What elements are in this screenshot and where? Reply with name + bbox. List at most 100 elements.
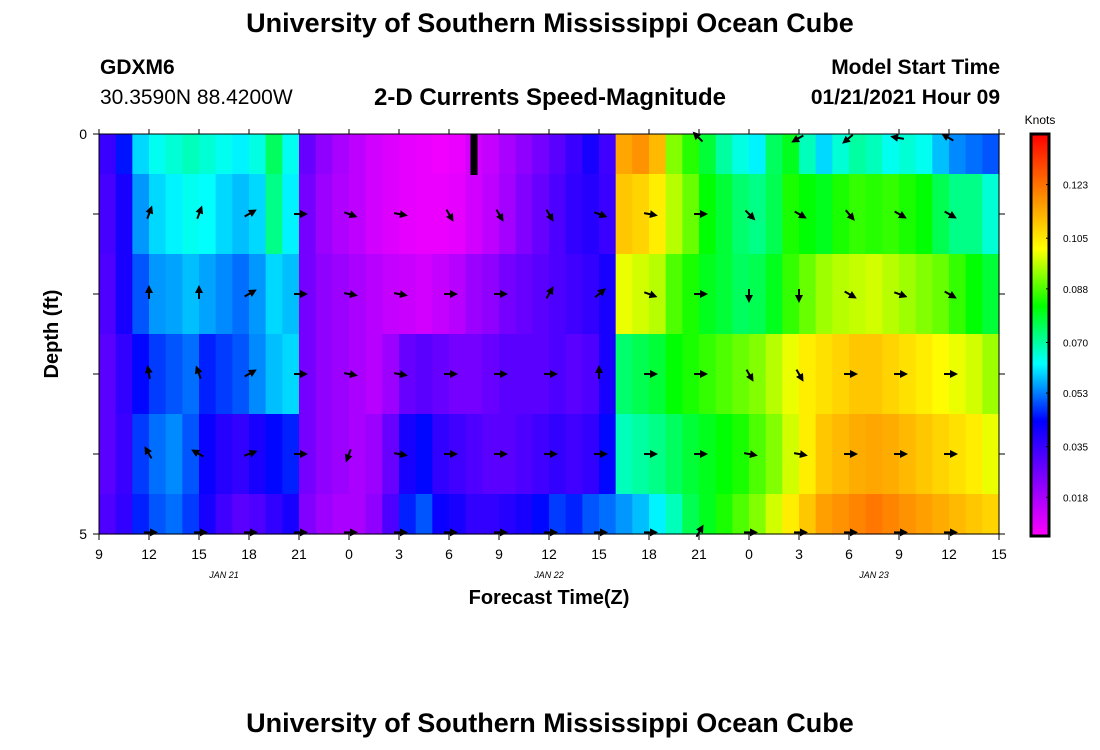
heatmap-cell (799, 494, 817, 535)
heatmap-cell (532, 134, 550, 175)
heatmap-cell (665, 254, 683, 335)
heatmap-cell (865, 254, 883, 335)
heatmap-cell (315, 134, 333, 175)
heatmap-cell (115, 174, 133, 255)
heatmap-cell (432, 414, 450, 495)
heatmap-cell (615, 174, 633, 255)
heatmap-cell (882, 134, 900, 175)
current-vector-arrow (593, 210, 608, 219)
x-tick-label: 21 (291, 546, 307, 562)
current-vector-arrow (845, 209, 855, 221)
x-axis-label: Forecast Time(Z) (469, 587, 630, 609)
x-tick-label: 12 (141, 546, 157, 562)
heatmap-cell (482, 254, 500, 335)
current-vector-arrow (144, 446, 153, 459)
heatmap-cell (232, 254, 250, 335)
heatmap-cell (632, 134, 650, 175)
heatmap-cell (749, 134, 767, 175)
y-axis: 0 5 Depth (ft) (41, 126, 1005, 542)
heatmap-cell (249, 134, 267, 175)
current-vector-arrow (692, 131, 704, 143)
current-vector-arrow (244, 369, 257, 378)
heatmap-cell (482, 334, 500, 415)
heatmap-cell (899, 254, 917, 335)
heatmap-cell (532, 174, 550, 255)
heatmap-cell (149, 174, 167, 255)
heatmap-cell (949, 134, 967, 175)
current-vector-arrow (744, 209, 756, 221)
current-vector-arrow (844, 290, 857, 299)
heatmap-cell (532, 414, 550, 495)
station-id: GDXM6 (100, 56, 175, 79)
heatmap-cell (215, 254, 233, 335)
heatmap-cell (782, 174, 800, 255)
heatmap-cell (632, 414, 650, 495)
current-vector-arrow (343, 210, 358, 219)
heatmap-cell (232, 494, 250, 535)
station-coordinates: 30.3590N 88.4200W (100, 86, 293, 109)
y-tick-label: 0 (79, 126, 87, 142)
heatmap-cell (132, 414, 150, 495)
heatmap-cell (199, 254, 217, 335)
heatmap-cell (765, 254, 783, 335)
missing-data-marker (470, 134, 478, 175)
current-vector-arrow (343, 370, 358, 379)
heatmap-cell (515, 134, 533, 175)
heatmap-cell (515, 334, 533, 415)
heatmap-cell (832, 254, 850, 335)
heatmap-cell (799, 174, 817, 255)
heatmap-cell (349, 414, 367, 495)
heatmap-cell (915, 134, 933, 175)
heatmap-cell (282, 254, 300, 335)
heatmap-cell (315, 414, 333, 495)
heatmap-cell (365, 334, 383, 415)
heatmap-cell (249, 174, 267, 255)
heatmap-cell (982, 414, 1000, 495)
heatmap-cell (715, 254, 733, 335)
heatmap-cell (532, 334, 550, 415)
current-vector-arrow (393, 290, 408, 299)
heatmap-cell (782, 334, 800, 415)
heatmap-cell (982, 334, 1000, 415)
heatmap-cell (115, 414, 133, 495)
heatmap-cell (99, 494, 117, 535)
heatmap-cell (315, 494, 333, 535)
heatmap-cell (765, 494, 783, 535)
heatmap-cell (132, 334, 150, 415)
heatmap-cell (782, 494, 800, 535)
heatmap-cell (432, 334, 450, 415)
current-vector-arrow (894, 210, 907, 219)
current-vector-arrow (893, 290, 908, 299)
colorbar-tick-label: 0.123 (1063, 181, 1088, 192)
heatmap-cell (682, 414, 700, 495)
heatmap-cell (265, 494, 283, 535)
heatmap-cell (665, 334, 683, 415)
heatmap-cell (115, 254, 133, 335)
current-vector-arrow (195, 205, 204, 220)
heatmap-cell (615, 134, 633, 175)
heatmap-cell (299, 494, 317, 535)
current-vector-arrow (343, 290, 358, 299)
heatmap-cell (815, 414, 833, 495)
heatmap-cell (482, 414, 500, 495)
heatmap-cell (782, 254, 800, 335)
heatmap-cell (582, 254, 600, 335)
heatmap-cell (815, 134, 833, 175)
x-tick-label: 0 (745, 546, 753, 562)
heatmap-cell (599, 494, 617, 535)
heatmap-cell (849, 494, 867, 535)
heatmap-cell (382, 494, 400, 535)
heatmap-cell (932, 254, 950, 335)
current-vector-arrow (545, 286, 554, 299)
colorbar-tick-label: 0.088 (1063, 285, 1088, 296)
heatmap-cell (932, 174, 950, 255)
heatmap-cell (215, 494, 233, 535)
heatmap-cell (582, 494, 600, 535)
heatmap-cell (165, 414, 183, 495)
heatmap-cell (515, 254, 533, 335)
heatmap-cell (532, 254, 550, 335)
chart-title: 2-D Currents Speed-Magnitude (373, 84, 727, 111)
current-vector-arrow (194, 365, 203, 380)
heatmap-cell (265, 174, 283, 255)
heatmap-cell (432, 254, 450, 335)
